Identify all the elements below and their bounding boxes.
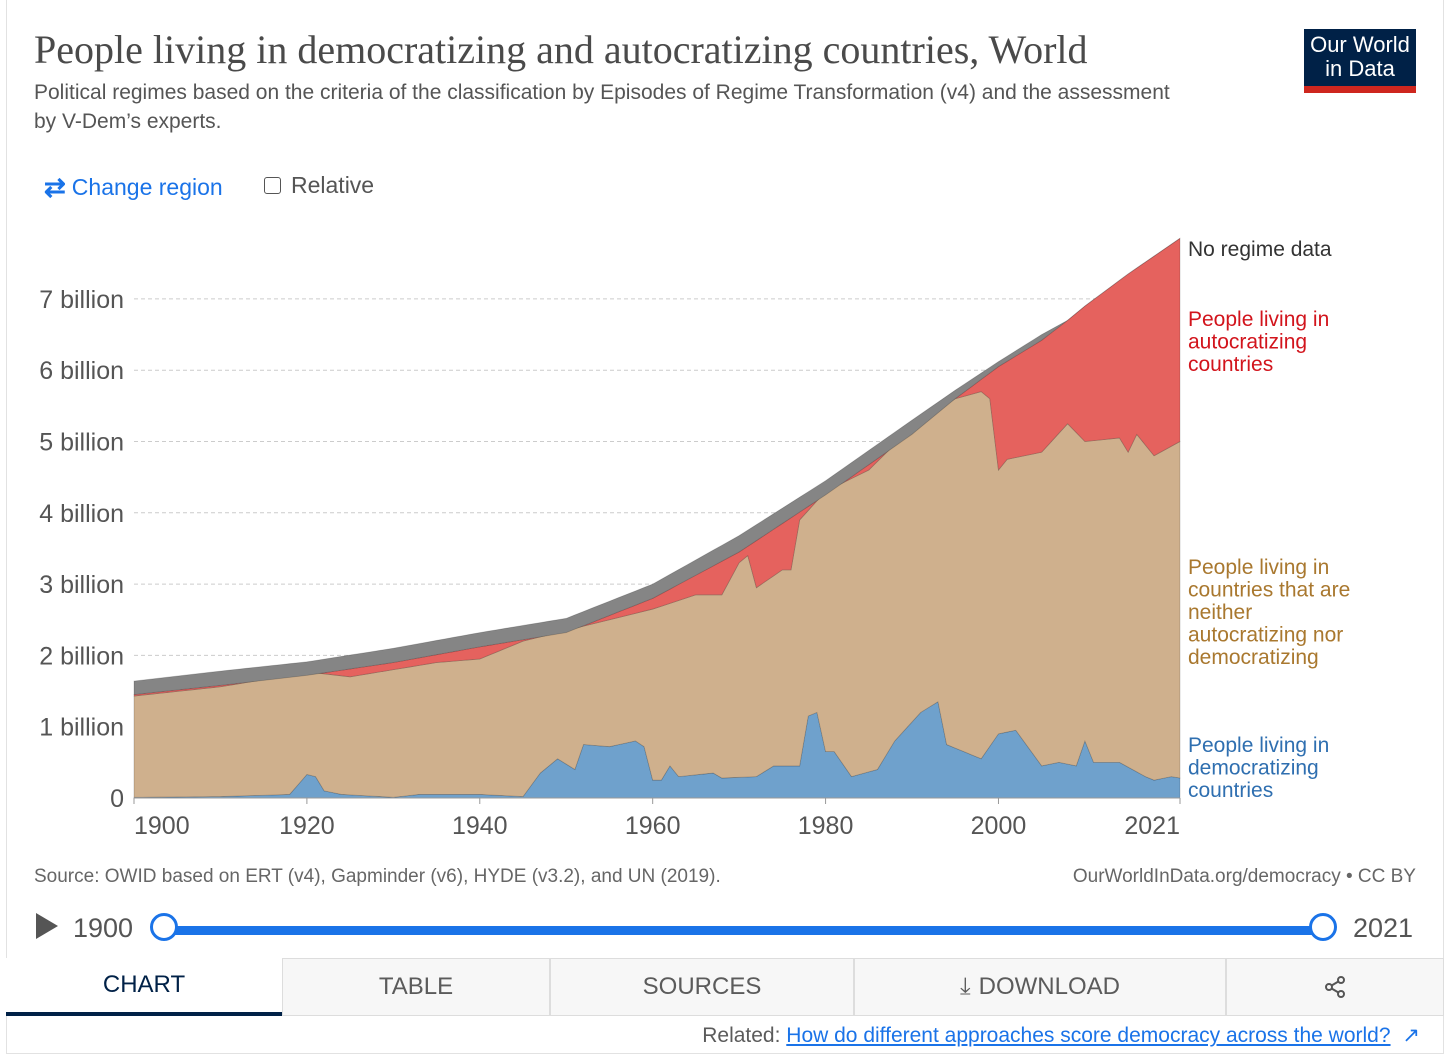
change-region-label: Change region [71, 174, 223, 200]
tab-label: DOWNLOAD [978, 973, 1120, 1000]
relative-toggle[interactable]: Relative [264, 172, 374, 199]
relative-label: Relative [291, 172, 375, 198]
legend-label[interactable]: No regime data [1188, 238, 1332, 261]
chart-title: People living in democratizing and autoc… [34, 27, 1088, 72]
tab-chart[interactable]: CHART [6, 958, 282, 1016]
source-note: Source: OWID based on ERT (v4), Gapminde… [34, 866, 721, 887]
share-icon [1325, 976, 1345, 998]
logo-text: Our World in Data [1310, 32, 1410, 81]
play-icon[interactable] [36, 913, 58, 939]
legend-label[interactable]: People living in countries that are neithe… [1188, 556, 1350, 669]
timeline-track[interactable] [164, 926, 1323, 935]
stacked-area-chart: 0 1 billion 2 billion 3 billion 4 billion 5 b… [39, 237, 1350, 840]
y-tick-label: 7 billion [39, 286, 124, 314]
y-tick-label: 0 [110, 785, 124, 813]
download-icon: ⤓ [960, 973, 971, 1000]
tab-download[interactable]: ⤓ DOWNLOAD [854, 958, 1226, 1016]
x-tick-label: 2021 [1124, 812, 1180, 840]
y-tick-label: 2 billion [39, 642, 124, 670]
license-note[interactable]: OurWorldInData.org/democracy • CC BY [1072, 866, 1416, 887]
x-tick-label: 2000 [971, 812, 1027, 840]
y-tick-label: 4 billion [39, 500, 124, 528]
tab-label: TABLE [378, 973, 454, 1000]
tab-bar: CHART TABLE SOURCES ⤓ DOWNLOAD [6, 958, 1444, 1016]
related-article-link[interactable]: How do different approaches score democr… [786, 1024, 1391, 1047]
timeline: 1900 2021 [0, 905, 1456, 950]
y-tick-label: 1 billion [39, 714, 124, 742]
timeline-start-year: 1900 [73, 913, 134, 943]
x-tick-label: 1920 [279, 812, 335, 840]
x-tick-label: 1980 [798, 812, 854, 840]
chart-subtitle: Political regimes based on the criteria … [34, 81, 1170, 133]
tab-table[interactable]: TABLE [282, 958, 550, 1016]
y-tick-label: 3 billion [39, 571, 124, 599]
share-button[interactable] [1226, 958, 1444, 1016]
chart-frame [6, 0, 1444, 1054]
timeline-end-year: 2021 [1353, 913, 1414, 943]
related-label: Related: [702, 1024, 781, 1047]
y-tick-label: 5 billion [39, 429, 124, 457]
relative-checkbox[interactable] [264, 177, 281, 194]
tab-label: CHART [102, 971, 186, 998]
timeline-end-handle[interactable] [1309, 913, 1337, 941]
swap-arrows-icon: ⇄ [44, 172, 66, 202]
x-tick-label: 1960 [625, 812, 681, 840]
y-tick-label: 6 billion [39, 357, 124, 385]
area-series-3[interactable] [133, 237, 1181, 696]
legend-label[interactable]: People living in democratizing countries [1188, 734, 1329, 802]
area-series-2[interactable] [133, 237, 1181, 697]
x-tick-label: 1900 [134, 812, 190, 840]
legend-label[interactable]: People living in autocratizing countries [1188, 308, 1329, 376]
external-link-icon[interactable]: ↗ [1402, 1024, 1420, 1047]
tab-label: SOURCES [642, 973, 762, 1000]
tab-sources[interactable]: SOURCES [550, 958, 854, 1016]
timeline-start-handle[interactable] [150, 913, 178, 941]
x-tick-label: 1940 [452, 812, 508, 840]
change-region-button[interactable]: ⇄ Change region [44, 172, 223, 203]
owid-logo[interactable]: Our World in Data [1304, 29, 1416, 93]
area-series-1[interactable] [133, 391, 1181, 798]
related-link-row: Related: How do different approaches sco… [702, 1023, 1420, 1048]
